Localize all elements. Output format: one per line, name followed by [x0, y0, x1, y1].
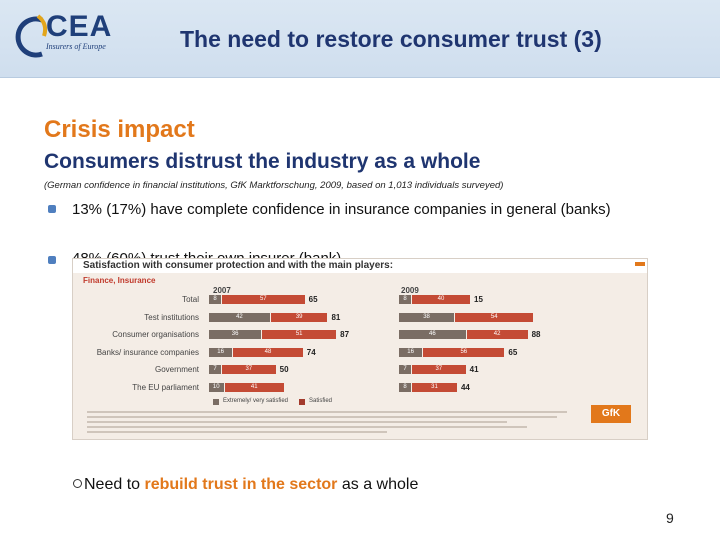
- chart-bar-total: 65: [308, 295, 318, 304]
- bullet-item: 13% (17%) have complete confidence in in…: [72, 201, 611, 218]
- satisfaction-chart-image: Satisfaction with consumer protection an…: [72, 258, 648, 440]
- chart-subheading: Finance, Insurance: [83, 276, 156, 285]
- section-title: Crisis impact: [44, 116, 195, 143]
- subtitle: Consumers distrust the industry as a who…: [44, 150, 481, 173]
- conclusion-prefix: Need to: [84, 476, 145, 493]
- chart-bar-segment: 41: [224, 382, 284, 392]
- chart-bar-segment: 46: [399, 330, 466, 339]
- chart-bar-segment: 57: [222, 295, 305, 304]
- chart-row-label: Banks/ insurance companies: [96, 347, 199, 357]
- gfk-logo: GfK: [591, 405, 631, 423]
- chart-bar-segment: 8: [209, 295, 221, 304]
- chart-bar-segment: 54: [455, 312, 534, 322]
- chart-footnote: [87, 421, 507, 423]
- chart-bar-total: 88: [531, 330, 541, 339]
- chart-bar-total: 44: [460, 382, 470, 392]
- chart-bar-segment: 31: [412, 382, 457, 392]
- chart-bar-total: 50: [279, 365, 289, 374]
- chart-row-label: Consumer organisations: [112, 330, 199, 339]
- chart-bar-total: 87: [340, 330, 350, 339]
- legend-entry: Extremely/ very satisfied: [223, 398, 289, 404]
- chart-bar-segment: 10: [209, 382, 224, 392]
- conclusion-suffix: as a whole: [337, 476, 419, 493]
- chart-heading: Satisfaction with consumer protection an…: [83, 260, 394, 271]
- legend-entry: Satisfied: [309, 398, 333, 404]
- page-title: The need to restore consumer trust (3): [180, 26, 602, 52]
- chart-footnote: [87, 411, 567, 413]
- chart-bar-segment: 38: [399, 312, 455, 322]
- year-label: 2007: [213, 286, 231, 295]
- chart-bar-total: 81: [331, 312, 341, 322]
- chart-footnote: [87, 416, 557, 418]
- chart-bar-segment: 7: [399, 365, 411, 374]
- chart-bar-segment: 37: [222, 365, 276, 374]
- chart-bar-segment: 51: [262, 330, 337, 339]
- chart-row-label: The EU parliament: [132, 382, 199, 392]
- chart-bar-segment: 36: [209, 330, 262, 339]
- chart-row-label: Government: [154, 365, 199, 374]
- chart-bar-total: 41: [469, 365, 479, 374]
- chart-footnote: [87, 426, 527, 428]
- conclusion-highlight: rebuild trust in the sector: [144, 476, 338, 493]
- page-number: 9: [666, 510, 674, 526]
- slide-header: CEA Insurers of Europe The need to resto…: [0, 0, 720, 78]
- chart-bar-segment: 48: [233, 347, 303, 357]
- logo-text: CEA: [46, 10, 113, 43]
- chart-bar-total: 15: [474, 295, 483, 304]
- chart-bar-total: 65: [508, 347, 518, 357]
- chart-bar-segment: 7: [209, 365, 221, 374]
- bullet-icon: [48, 205, 56, 213]
- cea-logo-icon: [15, 14, 48, 58]
- chart-bar-total: 74: [306, 347, 316, 357]
- conclusion-text: Need to rebuild trust in the sector as a…: [73, 476, 418, 494]
- chart-header: Satisfaction with consumer protection an…: [73, 259, 647, 273]
- chart-bar-segment: 8: [399, 382, 411, 392]
- source-note: (German confidence in financial institut…: [44, 180, 504, 191]
- chart-bar-segment: 56: [423, 347, 505, 357]
- chart-footnote: [87, 431, 387, 433]
- legend-swatch: [299, 399, 305, 405]
- chart-bar-segment: 8: [399, 295, 411, 304]
- chart-bar-segment: 16: [399, 347, 423, 357]
- chart-bar-segment: 42: [466, 330, 528, 339]
- bullet-icon: [48, 256, 56, 264]
- chart-bar-segment: 42: [209, 312, 270, 322]
- chart-corner-mark: [635, 262, 645, 266]
- logo-tagline: Insurers of Europe: [46, 42, 106, 51]
- chart-row-label: Total: [182, 295, 199, 304]
- chart-row-label: Test institutions: [144, 312, 199, 322]
- chart-bar-segment: 16: [209, 347, 233, 357]
- year-label: 2009: [401, 286, 419, 295]
- circle-bullet-icon: [73, 479, 82, 488]
- chart-bar-segment: 39: [270, 312, 328, 322]
- chart-bar-segment: 40: [412, 295, 470, 304]
- chart-bar-segment: 37: [412, 365, 466, 374]
- legend-swatch: [213, 399, 219, 405]
